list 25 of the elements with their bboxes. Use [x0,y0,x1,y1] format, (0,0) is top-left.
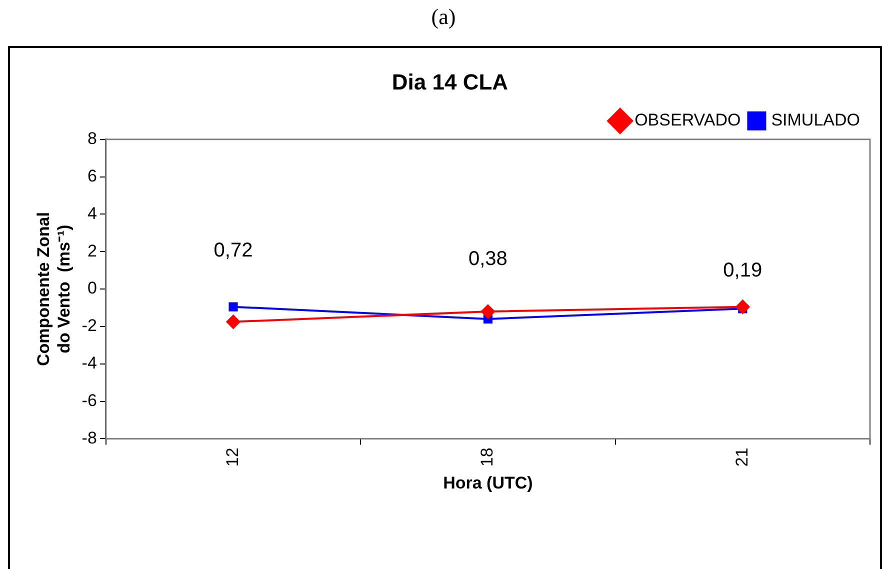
y-tick-label: 0 [87,278,97,298]
y-tick-label: -8 [82,428,97,448]
point [228,302,238,312]
y-axis-title: Componente Zonal do Vento (ms⁻¹) [34,212,74,366]
annotation: 0,19 [723,259,762,282]
legend-label: SIMULADO [771,110,860,130]
x-tick-label: 12 [222,448,242,467]
y-tick-label: -4 [82,354,97,373]
y-tick-label: 2 [87,241,97,260]
y-tick-label: 8 [87,129,97,148]
chart-title: Dia 14 CLA [392,69,508,94]
y-tick-label: -2 [82,316,97,336]
legend-label: OBSERVADO [634,110,741,130]
x-tick-label: 18 [478,448,497,467]
point [736,300,750,314]
y-tick-label: -6 [82,390,97,410]
y-tick-label: 6 [87,166,97,186]
annotation: 0,72 [214,239,253,262]
point [480,304,495,318]
point [226,314,240,329]
x-tick-label: 21 [732,448,752,467]
annotation: 0,38 [468,248,508,270]
y-tick-label: 4 [87,204,97,223]
x-axis-title: Hora (UTC) [443,473,533,492]
text: (a) [430,4,457,30]
